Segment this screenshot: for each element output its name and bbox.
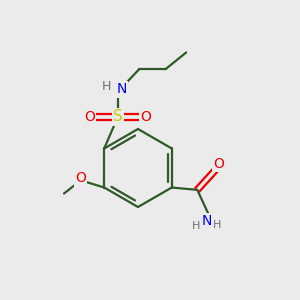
Text: H: H (192, 221, 200, 231)
Text: H: H (213, 220, 221, 230)
Text: N: N (202, 214, 212, 228)
Text: O: O (213, 157, 224, 171)
Text: N: N (116, 82, 127, 96)
Text: O: O (140, 110, 152, 124)
Text: S: S (113, 110, 123, 124)
Text: H: H (102, 80, 111, 94)
Text: O: O (75, 172, 86, 185)
Text: O: O (84, 110, 95, 124)
